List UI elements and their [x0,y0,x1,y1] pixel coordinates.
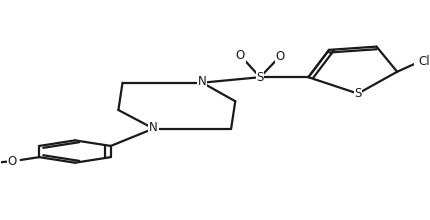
Text: S: S [256,71,264,84]
Text: O: O [7,155,16,168]
Text: N: N [198,75,206,88]
Text: N: N [149,121,158,134]
Text: O: O [236,49,245,62]
Text: O: O [275,50,285,63]
Text: Cl: Cl [419,55,430,68]
Text: S: S [354,87,362,100]
